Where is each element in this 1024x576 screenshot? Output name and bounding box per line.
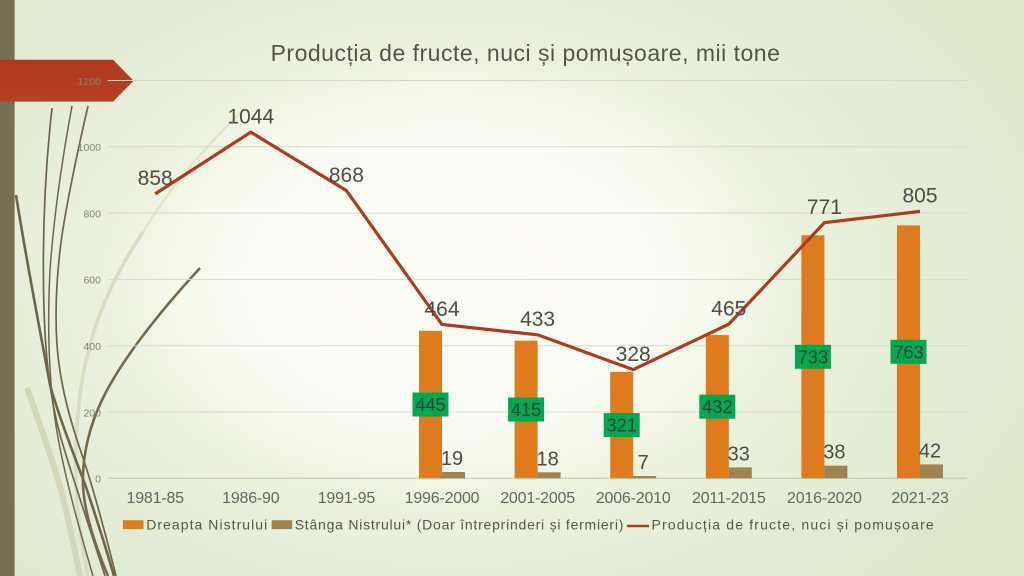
svg-text:600: 600 [83,275,101,287]
svg-text:Producția de fructe, nuci și p: Producția de fructe, nuci și pomușoare, … [271,40,781,66]
svg-text:763: 763 [893,342,923,362]
svg-text:2016-2020: 2016-2020 [787,490,862,507]
svg-text:858: 858 [138,167,173,190]
svg-text:1996-2000: 1996-2000 [405,490,480,507]
svg-text:7: 7 [638,452,649,474]
svg-text:2021-23: 2021-23 [891,490,949,507]
svg-text:Dreapta Nistrului: Dreapta Nistrului [146,517,268,533]
svg-text:38: 38 [823,442,845,464]
svg-text:0: 0 [95,474,101,486]
svg-text:33: 33 [728,443,750,465]
svg-text:465: 465 [711,298,746,321]
svg-text:18: 18 [536,448,558,470]
svg-text:1986-90: 1986-90 [222,490,280,507]
svg-text:1000: 1000 [78,142,102,154]
svg-text:805: 805 [902,185,937,208]
svg-text:415: 415 [511,400,541,420]
svg-text:868: 868 [329,164,364,187]
svg-text:321: 321 [607,416,637,436]
svg-text:2006-2010: 2006-2010 [596,490,671,507]
svg-text:1044: 1044 [227,106,274,129]
svg-text:Stânga Nistrului* (Doar întrep: Stânga Nistrului* (Doar întreprinderi și… [295,517,625,533]
svg-text:1991-95: 1991-95 [318,490,376,507]
svg-text:Producția de fructe, nuci și p: Producția de fructe, nuci și pomușoare [652,517,935,533]
svg-text:464: 464 [424,298,459,321]
svg-text:2011-2015: 2011-2015 [692,490,766,507]
svg-text:733: 733 [798,347,828,367]
svg-text:800: 800 [83,208,101,220]
svg-text:2001-2005: 2001-2005 [500,490,575,507]
svg-text:42: 42 [919,440,941,462]
svg-text:19: 19 [441,448,463,470]
svg-text:445: 445 [415,395,445,415]
svg-text:433: 433 [520,308,555,331]
svg-text:771: 771 [807,196,842,219]
svg-text:432: 432 [702,397,732,417]
svg-text:328: 328 [616,343,651,366]
svg-text:1981-85: 1981-85 [127,490,185,507]
svg-text:400: 400 [83,341,101,353]
svg-text:200: 200 [83,407,101,419]
svg-text:1200: 1200 [78,76,102,88]
